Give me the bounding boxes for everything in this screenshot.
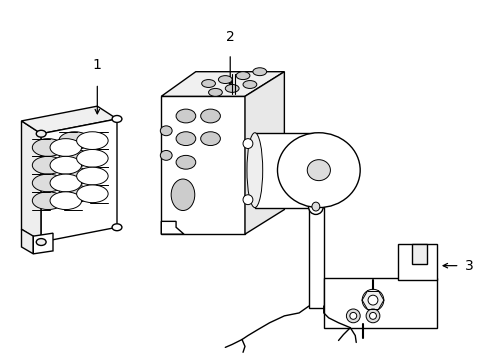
Ellipse shape [50,174,81,192]
Ellipse shape [208,89,222,96]
Ellipse shape [366,309,379,323]
Ellipse shape [77,132,108,149]
Polygon shape [244,72,284,234]
Ellipse shape [349,312,356,319]
Polygon shape [161,72,284,96]
Ellipse shape [59,149,90,167]
Ellipse shape [36,239,46,246]
Ellipse shape [50,156,81,174]
Polygon shape [21,229,33,254]
Polygon shape [308,207,323,308]
Polygon shape [21,106,117,134]
Ellipse shape [367,295,377,305]
Ellipse shape [218,76,232,84]
Ellipse shape [59,132,90,149]
Polygon shape [161,221,183,234]
Ellipse shape [201,80,215,87]
Ellipse shape [112,116,122,122]
Ellipse shape [50,192,81,210]
Ellipse shape [243,139,252,148]
Ellipse shape [200,132,220,145]
Ellipse shape [200,109,220,123]
Ellipse shape [311,202,319,211]
Ellipse shape [32,139,64,156]
Ellipse shape [32,156,64,174]
Text: 1: 1 [93,58,102,72]
Ellipse shape [36,130,46,137]
Ellipse shape [176,132,195,145]
Polygon shape [411,244,426,264]
Ellipse shape [362,289,383,311]
Polygon shape [33,233,53,254]
Ellipse shape [277,133,360,208]
Polygon shape [41,119,117,242]
Polygon shape [21,121,41,242]
Polygon shape [397,244,436,280]
Ellipse shape [59,185,90,203]
Ellipse shape [112,224,122,231]
Ellipse shape [346,309,360,323]
Ellipse shape [252,68,266,76]
Ellipse shape [160,126,172,136]
Ellipse shape [246,133,262,208]
Ellipse shape [369,312,376,319]
Ellipse shape [176,156,195,169]
Ellipse shape [77,185,108,203]
Ellipse shape [77,167,108,185]
Ellipse shape [243,81,256,89]
Ellipse shape [160,150,172,160]
Ellipse shape [32,174,64,192]
Text: 3: 3 [464,258,472,273]
Ellipse shape [171,179,194,211]
Ellipse shape [50,139,81,156]
Ellipse shape [59,167,90,185]
Ellipse shape [225,85,239,93]
Ellipse shape [176,109,195,123]
Ellipse shape [236,72,249,80]
Polygon shape [161,96,244,234]
Polygon shape [254,133,318,208]
Ellipse shape [32,192,64,210]
Ellipse shape [243,195,252,204]
Ellipse shape [306,160,330,181]
Text: 2: 2 [225,30,234,44]
Ellipse shape [77,149,108,167]
Polygon shape [323,278,436,328]
Ellipse shape [308,199,323,215]
